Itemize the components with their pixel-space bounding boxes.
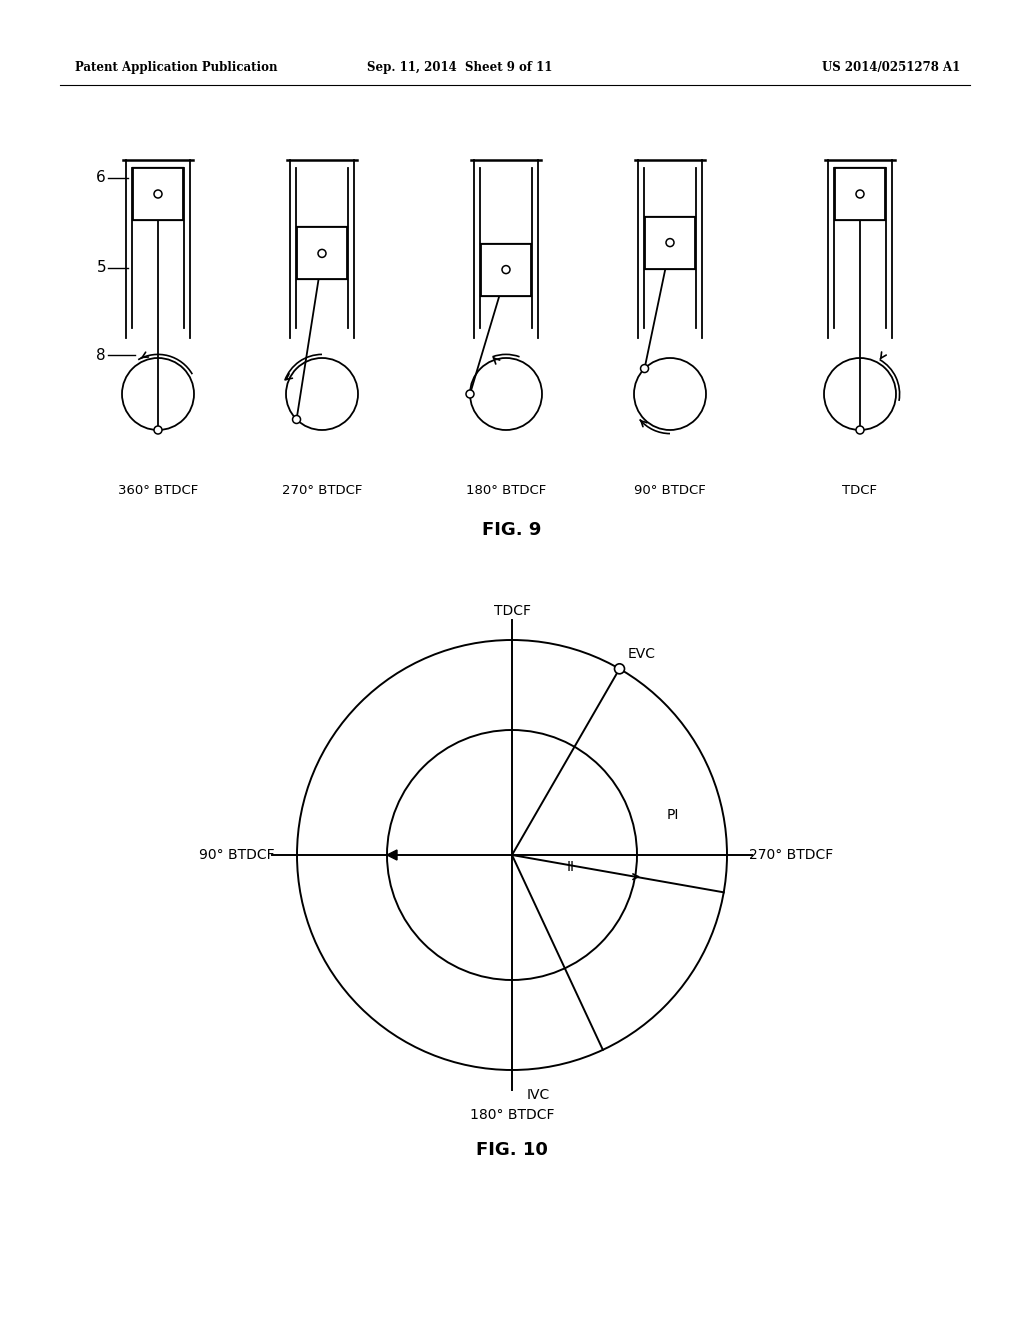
Text: 6: 6 bbox=[96, 170, 106, 186]
Bar bbox=[835, 168, 885, 220]
Bar bbox=[645, 216, 695, 268]
Text: 90° BTDCF: 90° BTDCF bbox=[634, 483, 706, 496]
Polygon shape bbox=[387, 850, 397, 861]
Circle shape bbox=[666, 239, 674, 247]
Circle shape bbox=[466, 389, 474, 399]
Circle shape bbox=[502, 265, 510, 273]
Circle shape bbox=[154, 190, 162, 198]
Text: 180° BTDCF: 180° BTDCF bbox=[470, 1107, 554, 1122]
Text: FIG. 9: FIG. 9 bbox=[482, 521, 542, 539]
Text: 90° BTDCF: 90° BTDCF bbox=[200, 847, 275, 862]
Text: FIG. 10: FIG. 10 bbox=[476, 1140, 548, 1159]
Text: TDCF: TDCF bbox=[843, 483, 878, 496]
Circle shape bbox=[856, 190, 864, 198]
Text: 270° BTDCF: 270° BTDCF bbox=[282, 483, 362, 496]
Text: EVC: EVC bbox=[628, 647, 655, 661]
Text: 360° BTDCF: 360° BTDCF bbox=[118, 483, 198, 496]
Text: Patent Application Publication: Patent Application Publication bbox=[75, 62, 278, 74]
Circle shape bbox=[293, 416, 301, 424]
Bar bbox=[133, 168, 183, 220]
Circle shape bbox=[154, 426, 162, 434]
Text: US 2014/0251278 A1: US 2014/0251278 A1 bbox=[821, 62, 961, 74]
Text: 5: 5 bbox=[96, 260, 106, 276]
Text: II: II bbox=[566, 859, 574, 874]
Text: PI: PI bbox=[667, 808, 679, 822]
Text: 180° BTDCF: 180° BTDCF bbox=[466, 483, 546, 496]
Bar bbox=[481, 244, 531, 296]
Text: 270° BTDCF: 270° BTDCF bbox=[749, 847, 834, 862]
Circle shape bbox=[856, 426, 864, 434]
Text: TDCF: TDCF bbox=[494, 605, 530, 618]
Circle shape bbox=[614, 664, 625, 673]
Bar bbox=[297, 227, 347, 280]
Text: Sep. 11, 2014  Sheet 9 of 11: Sep. 11, 2014 Sheet 9 of 11 bbox=[368, 62, 553, 74]
Circle shape bbox=[641, 364, 648, 372]
Text: IVC: IVC bbox=[527, 1088, 550, 1102]
Circle shape bbox=[318, 249, 326, 257]
Text: 8: 8 bbox=[96, 347, 106, 363]
